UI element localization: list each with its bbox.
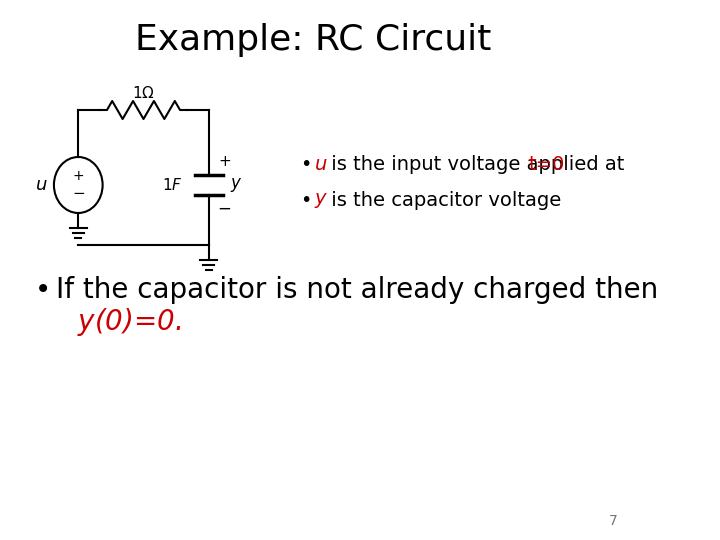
Text: $y$: $y$	[230, 176, 243, 194]
Text: is the input voltage applied at: is the input voltage applied at	[325, 156, 631, 174]
Text: −: −	[72, 186, 85, 200]
Text: −: −	[217, 200, 231, 218]
Text: $y$(0)=0.: $y$(0)=0.	[76, 306, 181, 338]
Text: $1\Omega$: $1\Omega$	[132, 85, 155, 101]
Text: 7: 7	[608, 514, 618, 528]
Text: •: •	[300, 156, 312, 174]
Text: t=0: t=0	[528, 156, 565, 174]
Text: •: •	[300, 191, 312, 210]
Text: •: •	[35, 276, 51, 304]
Text: $u$: $u$	[314, 156, 328, 174]
Text: is the capacitor voltage: is the capacitor voltage	[325, 191, 562, 210]
Text: $u$: $u$	[35, 176, 48, 194]
Text: +: +	[218, 153, 230, 168]
Text: $y$: $y$	[314, 191, 328, 210]
Text: Example: RC Circuit: Example: RC Circuit	[135, 23, 491, 57]
Text: +: +	[73, 169, 84, 183]
Text: If the capacitor is not already charged then: If the capacitor is not already charged …	[55, 276, 658, 304]
Text: $1F$: $1F$	[162, 177, 182, 193]
